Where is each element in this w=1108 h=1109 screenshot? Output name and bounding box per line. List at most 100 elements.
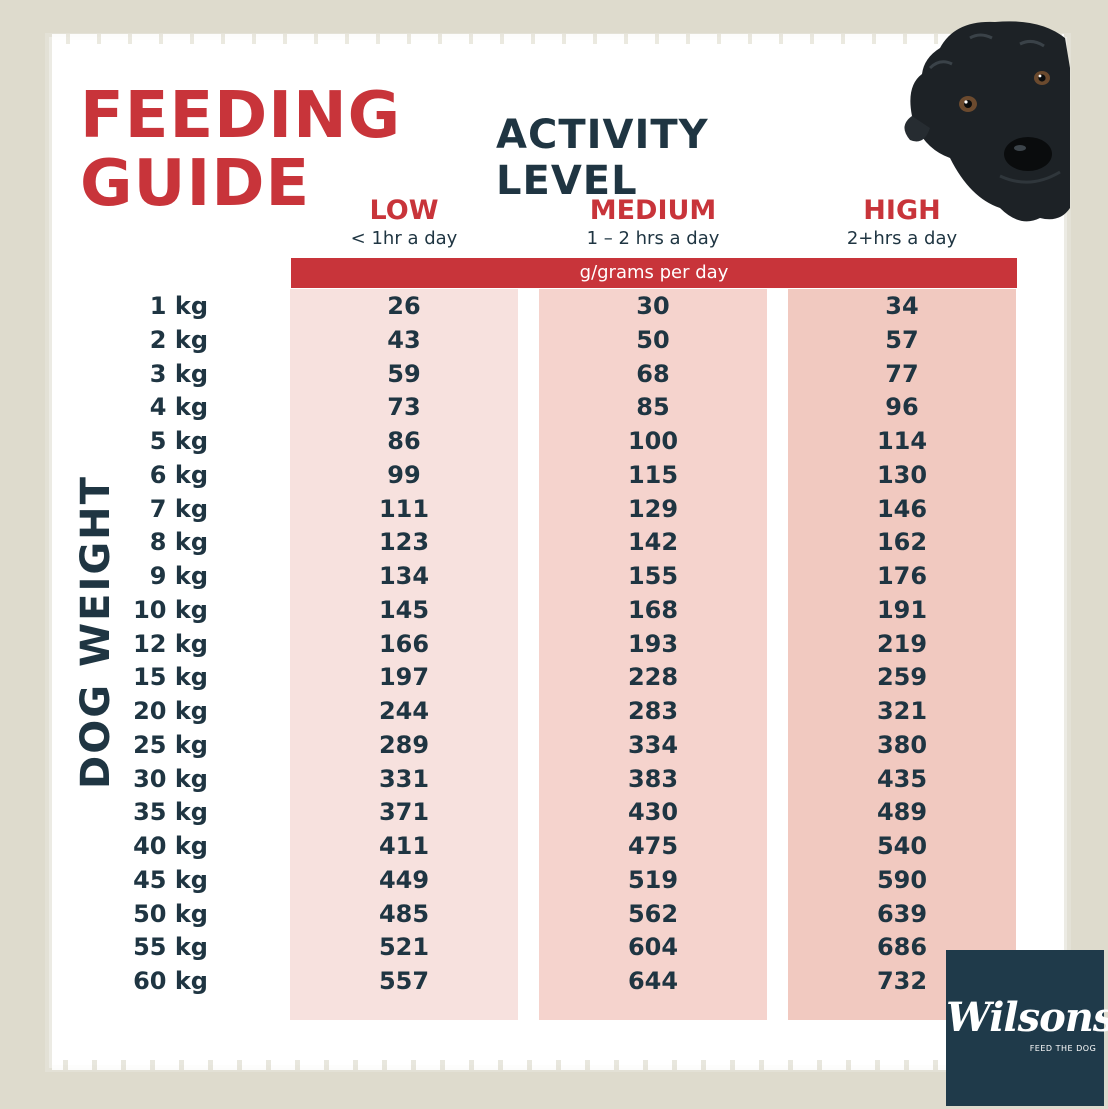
grams-medium-cell: 283 [627, 697, 679, 725]
grams-high-cell: 146 [876, 494, 928, 523]
grams-low-cell: 557 [378, 967, 430, 995]
weight-label: 5 kg [149, 427, 208, 455]
grams-high-cell: 57 [885, 325, 919, 354]
grams-low-cell: 166 [378, 629, 430, 658]
column-high [788, 289, 1016, 1020]
level-name: HIGH [863, 195, 941, 226]
grams-low-cell: 411 [378, 832, 430, 860]
grams-low-cell: 521 [378, 933, 430, 962]
weight-label: 7 kg [149, 494, 208, 523]
grams-medium-cell: 115 [627, 460, 679, 489]
brand-logo: Wilsons FEED THE DOG [946, 950, 1108, 1106]
grams-high-cell: 380 [876, 730, 928, 759]
grams-low-cell: 26 [387, 292, 421, 320]
grams-low-cell: 449 [378, 865, 430, 894]
grams-low-cell: 485 [378, 899, 430, 928]
level-high-header: HIGH 2+hrs a day [787, 196, 1017, 250]
brush-edge-top [52, 34, 1064, 44]
column-medium [539, 289, 767, 1020]
grams-high-cell: 77 [885, 359, 919, 388]
grams-high-cell: 489 [876, 798, 928, 827]
grams-high-cell: 590 [876, 865, 928, 894]
weight-label: 30 kg [133, 764, 208, 793]
grams-medium-cell: 129 [627, 494, 679, 523]
level-duration: 1 – 2 hrs a day [586, 228, 720, 249]
weight-label: 9 kg [149, 562, 208, 590]
brand-name: Wilsons [946, 994, 1108, 1041]
weight-label: 1 kg [149, 292, 208, 320]
grams-high-cell: 34 [885, 292, 919, 320]
grams-low-cell: 86 [387, 427, 421, 455]
column-low [290, 289, 518, 1020]
grams-high-cell: 191 [876, 595, 928, 624]
grams-low-cell: 59 [387, 359, 421, 388]
weight-label: 45 kg [133, 865, 208, 894]
brush-edge-bottom [52, 1060, 1064, 1070]
weight-label: 15 kg [133, 663, 208, 692]
weight-label: 35 kg [133, 798, 208, 827]
grams-high-cell: 162 [876, 528, 928, 557]
black-dog-icon [904, 21, 1070, 222]
grams-medium-cell: 50 [636, 325, 670, 354]
grams-medium-cell: 168 [627, 595, 679, 624]
grams-medium-cell: 383 [627, 764, 679, 793]
grams-medium-cell: 85 [636, 393, 670, 422]
grams-low-cell: 371 [378, 798, 430, 827]
grams-low-cell: 289 [378, 730, 430, 759]
grams-medium-cell: 475 [627, 832, 679, 860]
level-low-header: LOW < 1hr a day [289, 196, 519, 250]
grams-medium-cell: 142 [627, 528, 679, 557]
activity-level-heading: ACTIVITY LEVEL [496, 112, 709, 204]
grams-high-cell: 732 [876, 967, 928, 995]
weight-label: 4 kg [149, 393, 208, 422]
grams-medium-cell: 644 [627, 967, 679, 995]
grams-medium-cell: 334 [627, 730, 679, 759]
grams-medium-cell: 562 [627, 899, 679, 928]
page-title: FEEDING GUIDE [80, 82, 401, 218]
grams-medium-cell: 30 [636, 292, 670, 320]
weight-label: 6 kg [149, 460, 208, 489]
grams-high-cell: 259 [876, 663, 928, 692]
grams-medium-cell: 68 [636, 359, 670, 388]
grams-high-cell: 639 [876, 899, 928, 928]
weight-label: 12 kg [133, 629, 208, 658]
grams-low-cell: 73 [387, 393, 421, 422]
title-line-2: GUIDE [80, 147, 311, 221]
weight-label: 40 kg [133, 832, 208, 860]
grams-high-cell: 219 [876, 629, 928, 658]
level-duration: < 1hr a day [350, 228, 458, 249]
grams-high-cell: 176 [876, 562, 928, 590]
grams-high-cell: 114 [876, 427, 928, 455]
grams-low-cell: 111 [378, 494, 430, 523]
weight-label: 20 kg [133, 697, 208, 725]
level-name: LOW [369, 195, 439, 226]
grams-high-cell: 130 [876, 460, 928, 489]
grams-low-cell: 197 [378, 663, 430, 692]
grams-medium-cell: 430 [627, 798, 679, 827]
level-duration: 2+hrs a day [846, 228, 958, 249]
grams-medium-cell: 519 [627, 865, 679, 894]
grams-medium-cell: 193 [627, 629, 679, 658]
brand-tagline: FEED THE DOG [1029, 1044, 1097, 1053]
weight-label: 25 kg [133, 730, 208, 759]
unit-banner: g/grams per day [291, 258, 1017, 288]
grams-low-cell: 99 [387, 460, 421, 489]
grams-low-cell: 134 [378, 562, 430, 590]
weight-label: 50 kg [133, 899, 208, 928]
grams-high-cell: 540 [876, 832, 928, 860]
level-name: MEDIUM [589, 195, 717, 226]
grams-low-cell: 123 [378, 528, 430, 557]
grams-low-cell: 43 [387, 325, 421, 354]
grams-high-cell: 686 [876, 933, 928, 962]
grams-high-cell: 321 [876, 697, 928, 725]
weight-label: 3 kg [149, 359, 208, 388]
grams-low-cell: 244 [378, 697, 430, 725]
weight-label: 8 kg [149, 528, 208, 557]
level-medium-header: MEDIUM 1 – 2 hrs a day [538, 196, 768, 250]
grams-medium-cell: 604 [627, 933, 679, 962]
grams-high-cell: 435 [876, 764, 928, 793]
weight-label: 60 kg [133, 967, 208, 995]
weight-label: 55 kg [133, 933, 208, 962]
grams-medium-cell: 155 [627, 562, 679, 590]
grams-low-cell: 145 [378, 595, 430, 624]
